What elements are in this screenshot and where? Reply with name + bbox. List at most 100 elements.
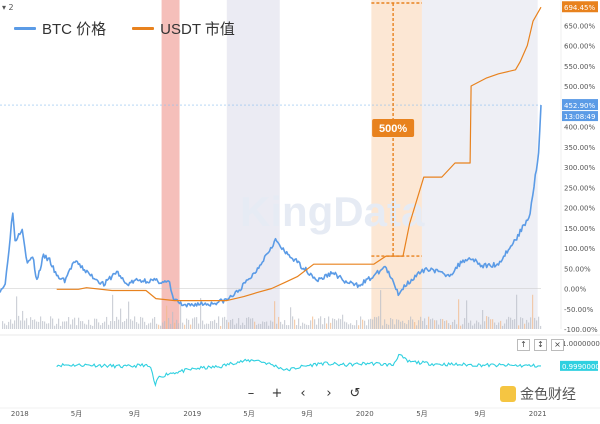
brand-name: 金色财经 xyxy=(520,387,576,403)
volume-bar xyxy=(316,324,318,329)
volume-bar xyxy=(14,320,16,329)
y-tick-label: 250.00% xyxy=(564,184,595,192)
pane-close-button[interactable]: × xyxy=(551,339,564,351)
volume-bar xyxy=(318,318,320,329)
countdown-tag-bg xyxy=(562,111,598,122)
volume-bar xyxy=(420,316,422,329)
volume-bar xyxy=(246,317,248,329)
volume-bar xyxy=(182,322,184,329)
zoom-in-button[interactable]: + xyxy=(271,386,283,401)
volume-bar xyxy=(380,290,382,329)
volume-bar xyxy=(224,316,226,329)
volume-bar xyxy=(242,322,244,329)
y-tick-label: 500.00% xyxy=(564,83,595,91)
volume-bar xyxy=(194,317,196,329)
volume-bar xyxy=(364,320,366,329)
volume-bar xyxy=(34,319,36,329)
volume-bar xyxy=(234,324,236,329)
volume-bar xyxy=(460,325,462,329)
y-tick-label: 600.00% xyxy=(564,43,595,51)
volume-bar xyxy=(96,318,98,329)
legend-label-btc: BTC 价格 xyxy=(42,21,107,38)
volume-bar xyxy=(98,322,100,329)
usdt-last-value-tag-bg xyxy=(562,1,598,13)
pane-toggle[interactable]: ▾ 2 xyxy=(2,3,14,12)
volume-bar xyxy=(486,316,488,329)
volume-bar xyxy=(282,324,284,329)
volume-bar xyxy=(70,324,72,329)
volume-bar xyxy=(456,324,458,329)
y-tick-label: 650.00% xyxy=(564,22,595,30)
volume-bar xyxy=(216,322,218,329)
volume-bar xyxy=(188,319,190,329)
volume-bar xyxy=(220,325,222,329)
volume-bar xyxy=(514,319,516,329)
scroll-left-button[interactable]: ‹ xyxy=(300,386,306,401)
volume-bar xyxy=(120,308,122,329)
volume-bar xyxy=(72,319,74,329)
volume-bar xyxy=(226,319,228,329)
zoom-toolbar: – + ‹ › ↺ xyxy=(243,386,363,401)
volume-bar xyxy=(20,320,22,329)
volume-bar xyxy=(350,323,352,329)
volume-bar xyxy=(366,325,368,329)
volume-bar xyxy=(48,323,50,329)
volume-bar xyxy=(262,321,264,329)
scroll-right-button[interactable]: › xyxy=(326,386,332,401)
volume-bar xyxy=(300,325,302,329)
y-tick-label: 200.00% xyxy=(564,205,595,213)
highlight-band-1 xyxy=(226,0,280,329)
volume-bar xyxy=(418,320,420,329)
x-tick-label: 2019 xyxy=(183,410,201,418)
volume-bar xyxy=(530,317,532,329)
volume-bar xyxy=(378,316,380,329)
volume-bar xyxy=(272,321,274,329)
legend-item-btc[interactable]: BTC 价格 xyxy=(14,18,106,39)
volume-bar xyxy=(434,320,436,329)
volume-bar xyxy=(200,298,202,329)
volume-bar xyxy=(204,324,206,329)
volume-bar xyxy=(170,323,172,329)
volume-bar xyxy=(384,319,386,329)
volume-bar xyxy=(376,317,378,329)
volume-bar xyxy=(252,318,254,329)
volume-bar xyxy=(230,320,232,329)
btc-last-value-tag: 452.90% xyxy=(564,102,595,110)
volume-bar xyxy=(124,320,126,329)
y-tick-label: 400.00% xyxy=(564,124,595,132)
volume-bar xyxy=(148,323,150,329)
volume-bar xyxy=(60,325,62,329)
pane-up-button[interactable]: ↑ xyxy=(517,339,530,351)
volume-bar xyxy=(496,324,498,329)
volume-bar xyxy=(336,320,338,329)
volume-bar xyxy=(106,316,108,329)
volume-bar xyxy=(412,319,414,329)
zoom-out-button[interactable]: – xyxy=(247,386,255,401)
volume-bar xyxy=(42,321,44,329)
volume-bar xyxy=(538,316,540,329)
volume-bar xyxy=(190,324,192,329)
volume-bar xyxy=(88,319,90,329)
volume-bar xyxy=(86,324,88,329)
volume-bar xyxy=(328,316,330,329)
volume-bar xyxy=(304,323,306,329)
volume-bar xyxy=(18,315,20,329)
volume-bar xyxy=(334,318,336,329)
reset-view-button[interactable]: ↺ xyxy=(349,386,361,401)
legend-item-usdt[interactable]: USDT 市值 xyxy=(132,18,235,39)
volume-bar xyxy=(388,324,390,329)
volume-bar xyxy=(4,323,6,329)
highlight-band-2 xyxy=(371,0,422,329)
volume-bar xyxy=(128,301,130,329)
volume-bar xyxy=(58,318,60,329)
volume-bar xyxy=(174,322,176,329)
volume-bar xyxy=(502,325,504,329)
volume-bar xyxy=(296,325,298,329)
annotation-layer: 500% xyxy=(371,2,422,257)
volume-bar xyxy=(462,324,464,329)
osc-last-value-tag: 0.99900000 xyxy=(562,363,600,371)
brand-watermark: 金色财经 xyxy=(500,384,576,404)
volume-bar xyxy=(314,319,316,329)
pane-expand-button[interactable]: ↕ xyxy=(534,339,547,351)
volume-bar xyxy=(146,325,148,329)
